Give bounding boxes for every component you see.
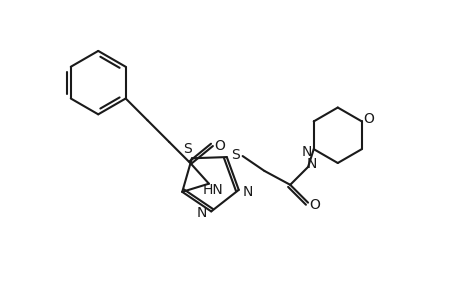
Text: O: O [309, 198, 320, 212]
Text: O: O [214, 139, 225, 153]
Text: S: S [231, 148, 240, 162]
Text: O: O [363, 112, 373, 126]
Text: N: N [306, 157, 317, 171]
Text: S: S [183, 142, 192, 156]
Text: N: N [301, 145, 311, 159]
Text: N: N [197, 206, 207, 220]
Text: HN: HN [202, 183, 223, 196]
Text: N: N [242, 185, 252, 199]
